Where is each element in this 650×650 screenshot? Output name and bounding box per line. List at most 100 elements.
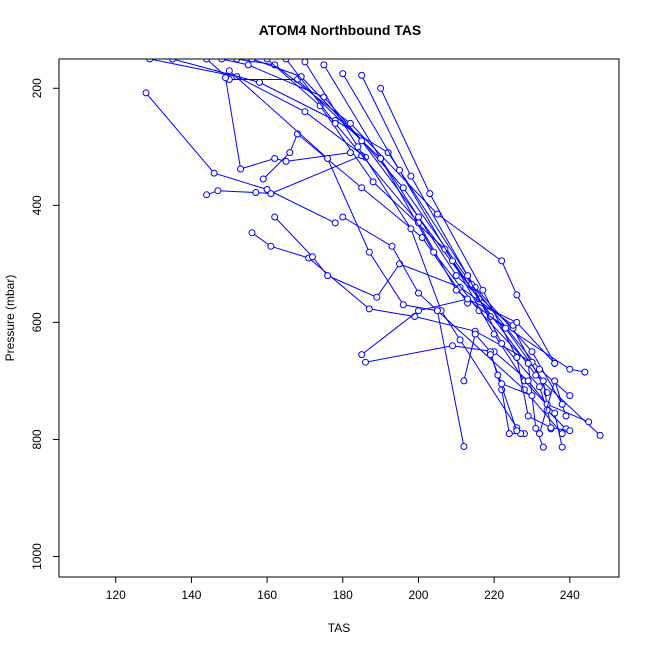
data-point bbox=[547, 424, 555, 432]
y-tick-label: 800 bbox=[30, 429, 44, 449]
data-point bbox=[256, 78, 263, 86]
data-point bbox=[358, 71, 366, 79]
data-point bbox=[214, 187, 222, 195]
data-point bbox=[449, 257, 456, 265]
series-24 bbox=[339, 213, 468, 450]
y-axis: 200 400 600 800 1000 bbox=[30, 78, 59, 570]
data-point bbox=[233, 59, 241, 63]
data-point bbox=[146, 59, 154, 63]
data-point bbox=[558, 443, 566, 451]
data-point bbox=[365, 248, 373, 256]
data-point bbox=[271, 155, 279, 162]
series-11 bbox=[248, 229, 536, 366]
data-point bbox=[248, 59, 256, 63]
series-layer bbox=[142, 59, 604, 451]
data-point bbox=[539, 443, 547, 451]
series-line bbox=[361, 298, 556, 364]
data-point bbox=[358, 184, 366, 192]
data-point bbox=[536, 430, 543, 438]
data-point bbox=[566, 427, 574, 435]
data-point bbox=[498, 380, 506, 388]
data-point bbox=[513, 318, 521, 326]
x-axis-label: TAS bbox=[328, 621, 350, 635]
data-point bbox=[142, 89, 150, 97]
data-point bbox=[536, 365, 543, 373]
data-point bbox=[464, 272, 472, 280]
data-point bbox=[498, 340, 506, 347]
data-point bbox=[252, 189, 260, 196]
data-point bbox=[203, 191, 211, 199]
data-point bbox=[449, 342, 456, 350]
data-point bbox=[365, 305, 373, 313]
data-point bbox=[433, 307, 441, 315]
series-5 bbox=[218, 59, 574, 400]
data-point bbox=[339, 70, 347, 78]
data-point bbox=[169, 59, 176, 63]
data-point bbox=[426, 190, 434, 198]
x-tick-label: 240 bbox=[560, 588, 580, 602]
data-point bbox=[551, 359, 559, 367]
data-point bbox=[513, 427, 521, 435]
data-point bbox=[486, 351, 494, 359]
data-point bbox=[377, 84, 385, 92]
data-point bbox=[566, 392, 574, 400]
series-25 bbox=[486, 351, 536, 435]
series-19 bbox=[358, 71, 570, 433]
data-point bbox=[460, 377, 468, 385]
data-point bbox=[399, 301, 407, 309]
data-point bbox=[210, 169, 218, 177]
data-point bbox=[399, 184, 407, 192]
data-point bbox=[320, 61, 328, 69]
data-point bbox=[536, 383, 543, 391]
data-point bbox=[471, 330, 479, 338]
data-point bbox=[539, 377, 547, 385]
data-point bbox=[505, 430, 513, 438]
data-point bbox=[452, 272, 460, 280]
data-point bbox=[528, 392, 536, 400]
data-point bbox=[551, 409, 559, 417]
data-point bbox=[324, 155, 332, 162]
data-point bbox=[331, 219, 339, 227]
y-tick-label: 400 bbox=[30, 195, 44, 215]
data-point bbox=[396, 166, 403, 174]
data-point bbox=[346, 119, 354, 127]
data-point bbox=[369, 178, 377, 186]
data-point bbox=[354, 143, 362, 151]
data-point bbox=[248, 229, 256, 237]
x-tick-label: 220 bbox=[484, 588, 504, 602]
data-point bbox=[524, 359, 532, 367]
y-tick-label: 1000 bbox=[30, 543, 44, 570]
series-6 bbox=[233, 59, 559, 367]
x-tick-label: 200 bbox=[408, 588, 428, 602]
data-point bbox=[407, 172, 415, 180]
data-point bbox=[331, 119, 339, 127]
data-point bbox=[286, 149, 294, 157]
data-point bbox=[225, 67, 233, 75]
data-point bbox=[222, 74, 229, 82]
data-point bbox=[271, 213, 279, 221]
data-point bbox=[301, 59, 309, 66]
data-point bbox=[585, 418, 593, 426]
data-point bbox=[362, 358, 369, 366]
series-12 bbox=[271, 213, 517, 329]
series-line bbox=[149, 59, 366, 158]
series-26 bbox=[536, 377, 570, 438]
data-point bbox=[494, 371, 502, 379]
data-point bbox=[562, 412, 570, 420]
data-point bbox=[415, 289, 422, 297]
data-point bbox=[358, 137, 366, 145]
data-point bbox=[339, 213, 347, 221]
data-point bbox=[324, 272, 332, 280]
data-point bbox=[267, 242, 275, 250]
data-point bbox=[415, 213, 422, 221]
series-line bbox=[323, 64, 544, 448]
data-point bbox=[388, 242, 396, 250]
series-3 bbox=[142, 89, 339, 227]
data-point bbox=[479, 286, 487, 294]
data-point bbox=[464, 295, 472, 303]
data-point bbox=[263, 59, 271, 63]
series-14 bbox=[225, 67, 566, 438]
x-axis: 120 140 160 180 200 220 240 bbox=[106, 577, 580, 602]
data-point bbox=[524, 377, 532, 385]
